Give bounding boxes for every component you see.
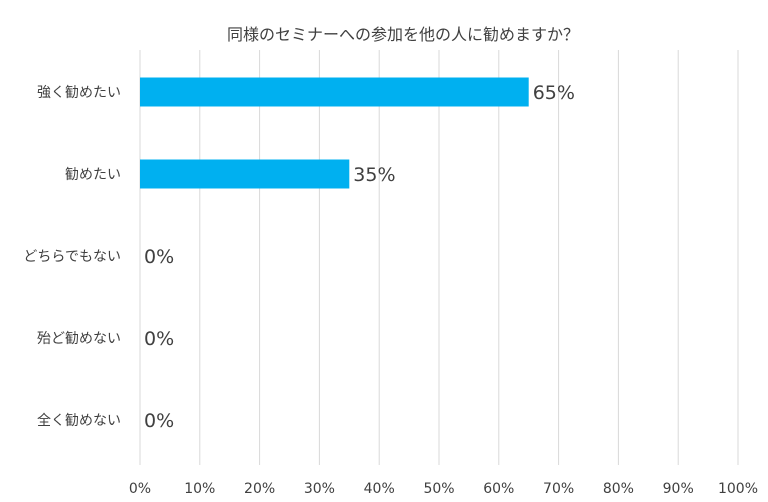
bar bbox=[140, 159, 350, 189]
bar bbox=[140, 77, 529, 107]
data-labels: 65% 35% 0% 0% 0% bbox=[144, 82, 575, 432]
x-tick-label: 60% bbox=[483, 481, 514, 497]
category-label: 殆ど勧めない bbox=[37, 330, 121, 347]
category-label: 強く勧めたい bbox=[37, 84, 121, 101]
x-tick-label: 90% bbox=[663, 481, 694, 497]
x-tick-label: 70% bbox=[543, 481, 574, 497]
data-label: 65% bbox=[533, 82, 575, 104]
category-label: 全く勧めない bbox=[37, 412, 121, 429]
x-tick-label: 100% bbox=[718, 481, 758, 497]
x-tick-label: 40% bbox=[364, 481, 395, 497]
data-label: 35% bbox=[353, 164, 395, 186]
category-label: どちらでもない bbox=[23, 249, 121, 265]
category-label: 勧めたい bbox=[65, 166, 121, 183]
data-label: 0% bbox=[144, 328, 174, 350]
x-tick-label: 80% bbox=[603, 481, 634, 497]
gridlines bbox=[139, 50, 739, 465]
x-tick-label: 20% bbox=[244, 481, 275, 497]
x-tick-label: 50% bbox=[423, 481, 454, 497]
x-axis-tick-labels: 0% 10% 20% 30% 40% 50% 60% 70% 80% 90% 100% bbox=[129, 481, 758, 497]
x-tick-label: 10% bbox=[184, 481, 215, 497]
chart-title: 同様のセミナーへの参加を他の人に勧めますか？ bbox=[227, 25, 579, 44]
x-tick-label: 30% bbox=[304, 481, 335, 497]
data-label: 0% bbox=[144, 410, 174, 432]
data-label: 0% bbox=[144, 246, 174, 268]
bars bbox=[140, 77, 529, 189]
x-tick-label: 0% bbox=[129, 481, 151, 497]
